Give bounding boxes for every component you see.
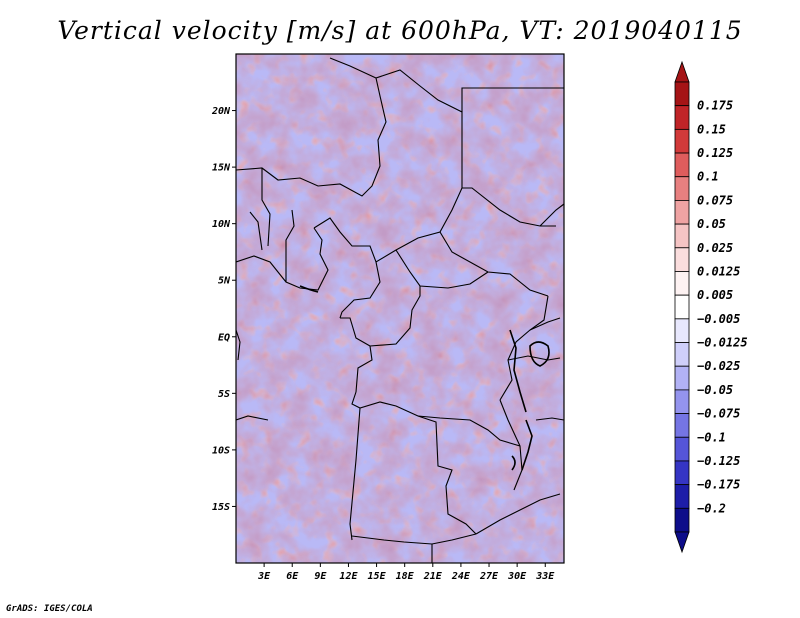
lat-label: 10N (212, 219, 231, 230)
lon-label: 30E (507, 571, 527, 582)
footer-credit: GrADS: IGES/COLA (6, 604, 93, 614)
colorbar-swatch (674, 152, 690, 178)
colorbar-label: 0.1 (697, 170, 719, 184)
lat-label: 10S (212, 445, 230, 456)
colorbar: 0.175 0.15 0.125 0.1 0.075 0.05 0.025 0.0125 0.0… (674, 60, 748, 554)
colorbar-swatch (674, 507, 690, 533)
colorbar-swatch (674, 247, 690, 272)
lon-label: 18E (396, 571, 415, 582)
colorbar-swatch (674, 271, 690, 296)
colorbar-label: −0.005 (697, 312, 740, 326)
lon-label: 9E (314, 571, 327, 582)
lon-label: 15E (368, 571, 387, 582)
lon-label: 3E (257, 571, 271, 582)
colorbar-label: 0.005 (697, 288, 733, 302)
chart-title: Vertical velocity [m/s] at 600hPa, VT: 2… (57, 16, 743, 45)
lon-label: 12E (339, 571, 358, 582)
colorbar-label: 0.125 (697, 146, 733, 160)
lon-label: 21E (423, 571, 443, 582)
colorbar-label: 0.175 (697, 99, 733, 113)
longitude-axis: 3E 6E 9E 12E 15E 18E 21E 24E 27E 30E 33E (257, 563, 555, 582)
colorbar-label: 0.05 (697, 217, 726, 231)
velocity-field (236, 54, 564, 563)
colorbar-swatch (674, 413, 690, 438)
colorbar-label: −0.2 (697, 501, 726, 515)
colorbar-arrow-top (674, 60, 690, 83)
colorbar-label: −0.1 (697, 430, 726, 444)
colorbar-swatch (674, 460, 690, 486)
colorbar-swatch (674, 105, 690, 130)
colorbar-label: −0.05 (697, 383, 733, 397)
colorbar-label: 0.15 (697, 122, 726, 136)
lat-label: EQ (218, 332, 230, 343)
country-borders (236, 57, 564, 563)
colorbar-swatch (674, 223, 690, 249)
colorbar-swatch (674, 81, 690, 107)
map-frame (235, 53, 565, 564)
lat-label: 15S (212, 502, 230, 513)
colorbar-swatch (674, 342, 690, 367)
colorbar-label: −0.0125 (697, 336, 748, 350)
lon-label: 6E (286, 571, 299, 582)
lon-label: 24E (451, 571, 471, 582)
lat-label: 5N (218, 276, 231, 287)
colorbar-label: 0.0125 (697, 264, 740, 278)
lakes-coast (299, 285, 550, 471)
colorbar-label: 0.025 (697, 241, 733, 255)
lon-label: 33E (535, 571, 555, 582)
colorbar-swatch (674, 128, 690, 154)
colorbar-label: −0.075 (697, 407, 740, 421)
lat-label: 5S (218, 389, 230, 400)
colorbar-swatch (674, 294, 690, 320)
lat-label: 20N (211, 106, 231, 117)
latitude-axis: 20N 15N 10N 5N EQ 5S 10S 15S (211, 106, 236, 513)
colorbar-label: −0.175 (697, 478, 740, 492)
colorbar-label: −0.125 (697, 454, 740, 468)
colorbar-label: 0.075 (697, 193, 733, 207)
colorbar-swatch (674, 484, 690, 509)
colorbar-label: −0.025 (697, 359, 740, 373)
colorbar-swatch (674, 318, 690, 343)
colorbar-swatch (674, 200, 690, 225)
colorbar-swatch (674, 436, 690, 462)
colorbar-arrow-bottom (674, 531, 690, 554)
colorbar-swatch (674, 389, 690, 414)
lon-label: 27E (479, 571, 499, 582)
colorbar-swatch (674, 365, 690, 391)
colorbar-swatch (674, 176, 690, 201)
lat-label: 15N (212, 163, 231, 174)
